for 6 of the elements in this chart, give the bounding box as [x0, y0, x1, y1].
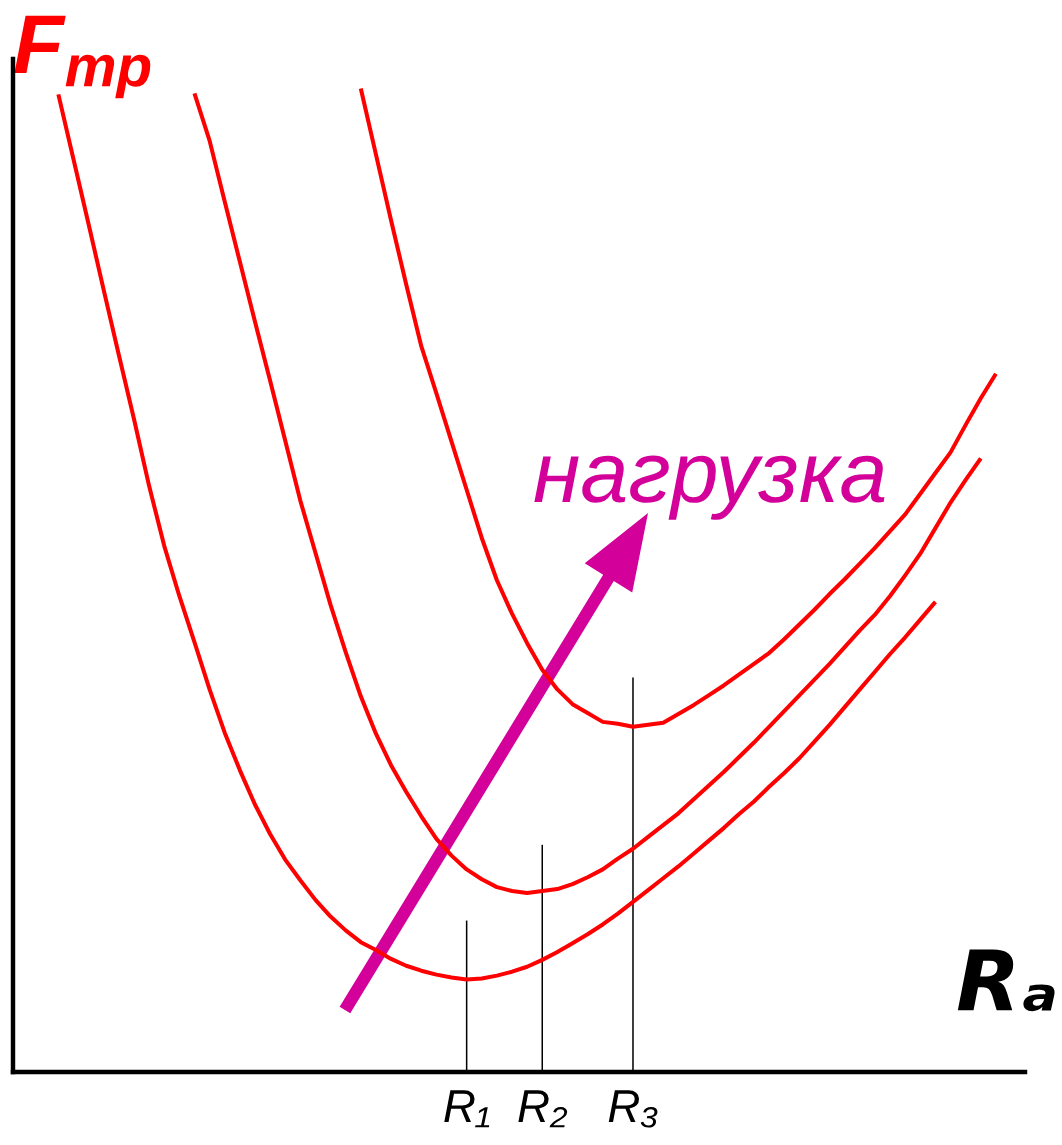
x-tick-label: R₃ [608, 1090, 658, 1128]
annotation: нагрузка [534, 455, 885, 520]
x-tick-label: R₁ [444, 1090, 490, 1128]
x-axis-title: Rₐ [957, 949, 1055, 1012]
y-axis-title: F$_{тр}$ [14, 15, 151, 99]
x-tick-label: R₂ [518, 1090, 568, 1128]
